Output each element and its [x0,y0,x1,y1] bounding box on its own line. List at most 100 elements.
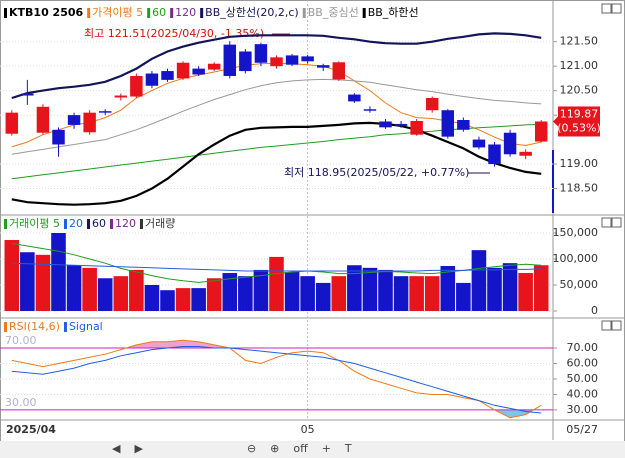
level-label: 70.00 [5,334,37,347]
candle-body [379,121,392,128]
button[interactable] [601,217,612,228]
volume-bar [284,272,300,311]
y-tick-label: 150,000 [553,226,599,239]
volume-bar [82,267,97,311]
volume-bar [533,265,549,311]
legend-entry: RSI(14,6) [9,320,60,333]
x-tick-label: 05 [301,423,315,436]
legend-swatch [362,8,366,18]
volume-bar [409,276,424,311]
candle-body [21,93,34,96]
legend-entry: 가격이평 5 [92,6,143,19]
legend-swatch [4,219,7,229]
candle-body [301,56,314,62]
legend-entry: 거래이평 5 [9,217,60,230]
button[interactable] [611,3,622,14]
toolbar-button[interactable]: + [322,442,331,455]
candle-body [488,144,501,165]
price-pointer [553,116,558,127]
y-tick-label: 120.50 [560,84,599,97]
volume-bar [471,250,487,311]
volume-bar [347,265,362,311]
button[interactable] [611,217,622,228]
y-tick-label: 50.00 [567,372,599,385]
legend-entry: BB_하한선 [368,5,419,19]
indicator-line [11,121,542,206]
toolbar [0,441,625,458]
legend-entry: Signal [69,320,103,333]
y-tick-label: 60.00 [567,356,599,369]
volume-bar [378,269,393,311]
volume-bar [20,252,35,311]
legend-swatch [4,8,7,18]
candle-body [176,62,190,79]
candle-body [316,65,330,68]
volume-bar [238,276,253,311]
candle-body [394,123,408,126]
candle-body [270,57,283,67]
volume-bar [315,282,331,311]
legend-entry: 120 [175,6,196,19]
indicator-line [11,262,542,272]
candle-body [192,68,205,75]
y-tick-label: 121.50 [560,35,599,48]
volume-bar [487,267,502,311]
volume-bar [4,240,20,311]
y-tick-label: 118.50 [560,182,599,195]
candle-body [239,51,252,72]
legend-swatch [4,322,7,332]
legend-swatch [139,219,143,229]
volume-bar [175,288,191,311]
toolbar-button[interactable]: ⊖ [247,442,256,455]
indicator-line [11,32,542,100]
volume-bar [456,282,471,311]
toolbar-button[interactable]: ⊕ [270,442,279,455]
legend-swatch [302,8,306,18]
candle-body [363,109,377,111]
y-tick-label: 40.00 [567,387,599,400]
volume-bar [518,273,533,311]
y-tick-label: 0 [591,304,598,317]
volume-bar [222,273,238,311]
candle-body [254,44,268,63]
panel-buttons[interactable] [601,3,622,331]
volume-bar [502,263,518,311]
legend-entry: 120 [115,217,136,230]
candle-body [52,129,65,145]
y-tick-label: 100,000 [553,252,599,265]
volume-bar [362,267,378,311]
volume-bar [424,276,440,311]
toolbar-button[interactable]: T [344,442,352,455]
button[interactable] [611,320,622,331]
volume-bar [253,269,269,311]
candle-body [457,120,470,130]
legend-swatch [147,8,151,18]
candle-body [223,44,237,76]
volume-bar [269,256,284,311]
volume-bar [113,276,129,311]
toolbar-button[interactable]: off [293,442,308,455]
candle-body [145,73,159,86]
candle-body [503,132,517,155]
button[interactable] [601,3,612,14]
volume-bar [331,276,347,311]
indicator-line [11,242,542,283]
toolbar-button[interactable]: ◀ [112,442,121,455]
candle-body [5,112,19,134]
y-tick-label: 70.00 [567,341,599,354]
volume-bar [129,269,144,311]
price-tag [558,106,600,137]
legend-swatch [63,219,67,229]
legend-swatch [109,219,113,229]
toolbar-button[interactable]: ▶ [134,442,143,455]
candle-body [441,110,455,137]
volume-bar [440,266,456,311]
volume-bar [66,265,82,311]
button[interactable] [601,320,612,331]
y-tick-label: 119.00 [560,157,599,170]
volume-bar [35,254,51,311]
candle-body [348,94,361,102]
volume-bar [97,278,113,311]
low-note: 최저 118.95(2025/05/22, +0.77%) [284,166,469,179]
